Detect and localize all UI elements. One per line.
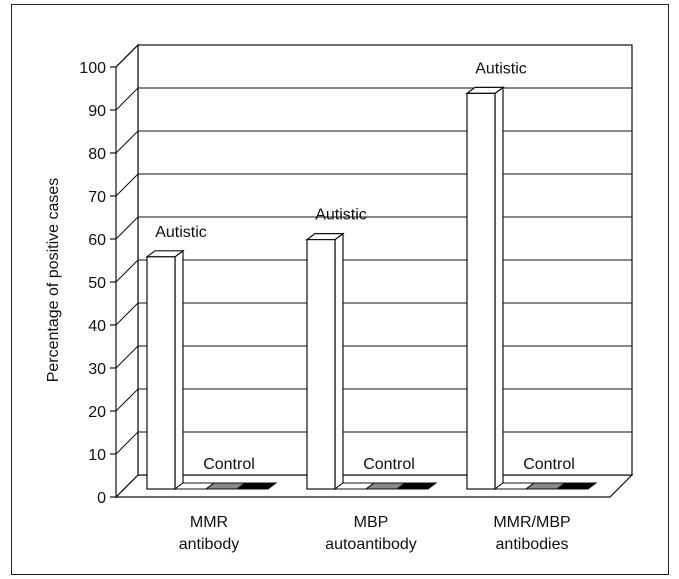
gridline — [115, 87, 632, 111]
category-label: antibody — [179, 536, 240, 553]
category-label: antibodies — [496, 536, 569, 553]
y-tick-label: 10 — [88, 447, 106, 464]
bar-autistic-side — [494, 86, 504, 491]
series-label-autistic: Autistic — [315, 207, 367, 224]
bar-autistic-side — [174, 249, 184, 491]
series-label-control: Control — [363, 456, 415, 473]
y-tick-label: 80 — [88, 146, 106, 163]
gridline — [115, 44, 632, 68]
bar-autistic-side — [334, 232, 344, 491]
category-label: MMR/MBP — [493, 514, 570, 531]
y-tick-label: 100 — [79, 60, 106, 77]
y-axis-label: Percentage of positive cases — [45, 178, 62, 383]
series-label-autistic: Autistic — [155, 224, 207, 241]
y-tick-label: 70 — [88, 189, 106, 206]
bar-autistic — [466, 92, 496, 490]
y-tick-label: 90 — [88, 103, 106, 120]
bar-control — [555, 482, 598, 490]
bar-control — [235, 482, 278, 490]
category-label: MMR — [190, 514, 228, 531]
y-tick-label: 40 — [88, 318, 106, 335]
bar-control — [395, 482, 438, 490]
y-tick-label: 20 — [88, 404, 106, 421]
bar-autistic — [146, 256, 176, 490]
y-tick-label: 30 — [88, 361, 106, 378]
y-tick-label: 0 — [97, 490, 106, 507]
category-label: autoantibody — [325, 536, 417, 553]
series-label-control: Control — [523, 456, 575, 473]
y-tick-label: 60 — [88, 232, 106, 249]
bar-autistic — [306, 239, 336, 490]
category-label: MBP — [354, 514, 389, 531]
y-tick-label: 50 — [88, 275, 106, 292]
series-label-autistic: Autistic — [475, 60, 527, 77]
series-label-control: Control — [203, 456, 255, 473]
